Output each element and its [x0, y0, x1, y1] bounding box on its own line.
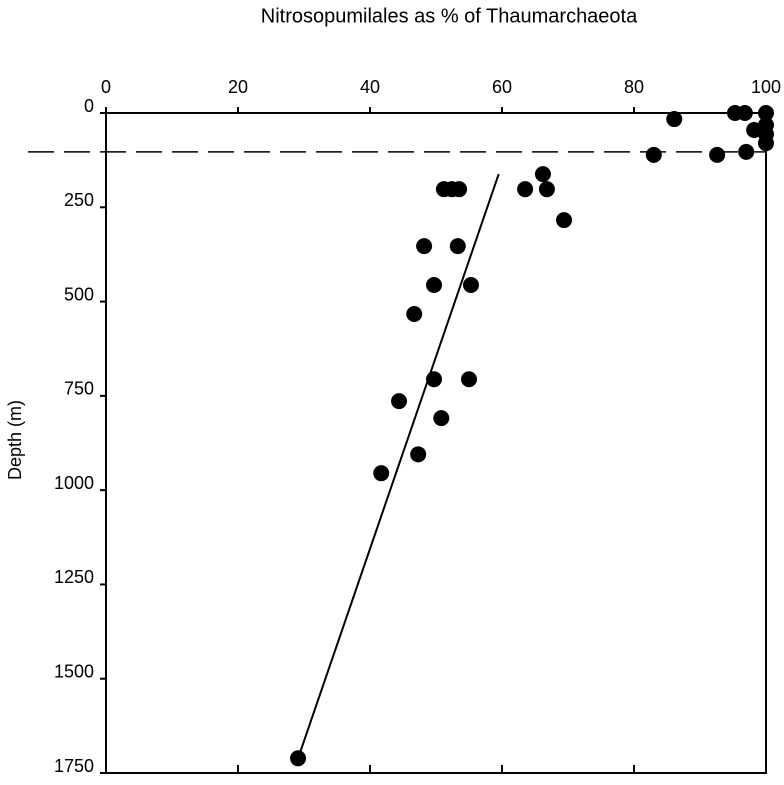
point [666, 111, 683, 128]
point [426, 371, 443, 388]
y-tick-label: 1500 [54, 661, 94, 681]
y-tick-label: 500 [64, 284, 94, 304]
y-axis-label: Depth (m) [5, 400, 25, 480]
point [556, 212, 573, 229]
point [433, 410, 450, 427]
point [736, 105, 753, 121]
chart-title: Nitrosopumilales as % of Thaumarchaeota [261, 5, 638, 27]
fit-line [297, 173, 500, 759]
point [373, 465, 390, 482]
y-tick-label: 1750 [54, 756, 94, 776]
y-tick-label: 1250 [54, 567, 94, 587]
point [461, 371, 477, 388]
point [534, 166, 551, 183]
point [738, 143, 755, 160]
point [416, 238, 433, 255]
point [410, 446, 427, 463]
x-tick-label: 0 [101, 77, 111, 97]
plot-frame [105, 112, 767, 774]
point [451, 181, 468, 198]
point [517, 181, 534, 198]
x-tick-label: 100 [751, 77, 781, 97]
point [645, 146, 662, 163]
point [758, 105, 774, 121]
point [290, 750, 307, 767]
point [449, 238, 466, 255]
x-tick-label: 60 [492, 77, 512, 97]
point [406, 306, 423, 323]
point [426, 276, 443, 293]
y-tick-label: 750 [64, 379, 94, 399]
y-tick-label: 1000 [54, 473, 94, 493]
point [462, 276, 479, 293]
point [538, 181, 555, 198]
x-tick-label: 20 [228, 77, 248, 97]
y-tick-label: 250 [64, 190, 94, 210]
y-tick-label: 0 [84, 96, 94, 116]
point [758, 135, 774, 152]
x-tick-label: 80 [624, 77, 644, 97]
x-tick-label: 40 [360, 77, 380, 97]
point [391, 393, 408, 410]
point [709, 146, 726, 163]
